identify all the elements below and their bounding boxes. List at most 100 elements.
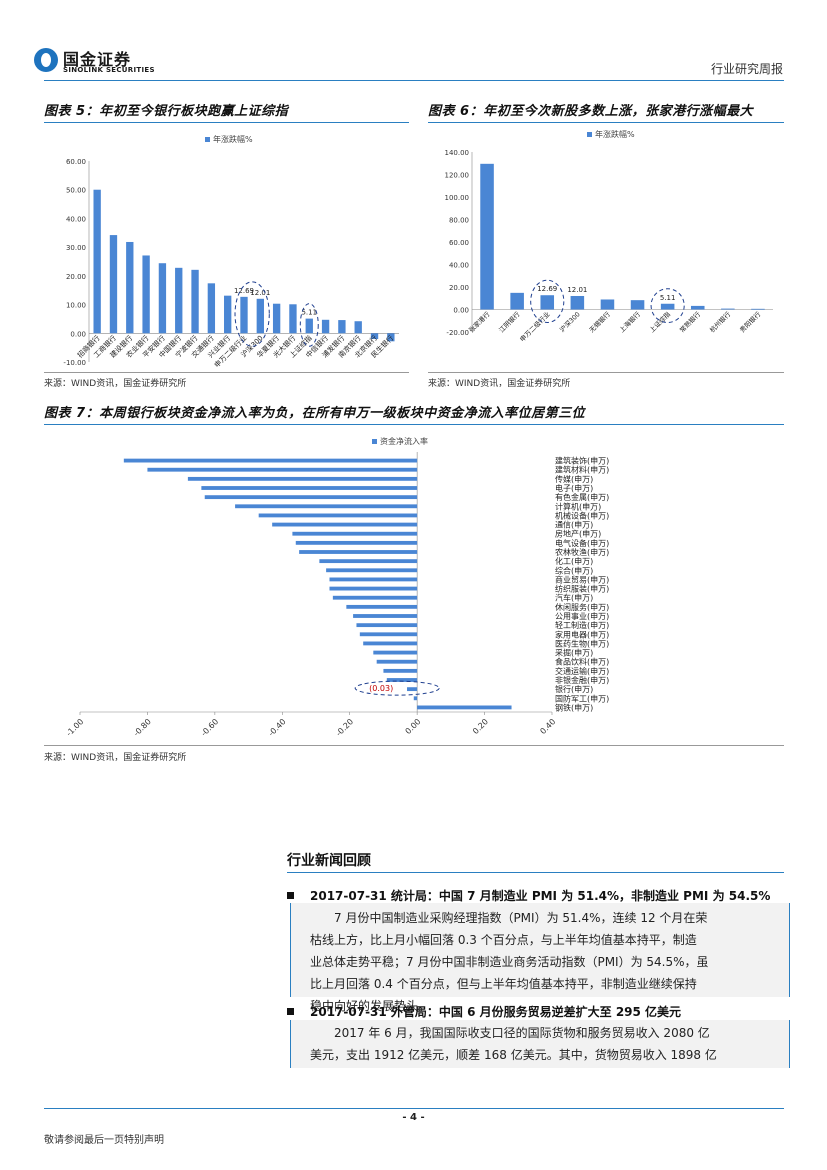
bullet-icon: [287, 892, 294, 899]
x-tick-label: -0.40: [267, 717, 288, 738]
highlight-circle: [299, 303, 319, 347]
category-label: 通信(申万): [555, 520, 593, 530]
news-1-line: 7 月份中国制造业采购经理指数（PMI）为 51.4%，连续 12 个月在荣: [334, 911, 708, 925]
x-tick-label: -0.60: [199, 717, 220, 738]
category-label: 上证综指: [647, 309, 672, 334]
category-label: 张家港行: [467, 309, 492, 334]
highlight-circle: [234, 281, 270, 347]
bar: [109, 235, 118, 334]
fig6-chart: -20.00 0.00 20.00 40.00 60.00 80.00 100.00 120.…: [445, 149, 773, 343]
bar: [721, 308, 735, 310]
logo-icon: [34, 48, 58, 72]
bar: [332, 595, 418, 600]
bar: [142, 255, 150, 334]
bar: [480, 163, 494, 310]
header-rule: [44, 80, 784, 81]
highlight-circle: [354, 680, 440, 696]
bar: [295, 540, 418, 545]
bar: [329, 586, 418, 591]
x-tick-label: 0.00: [404, 717, 423, 736]
y-tick-label: 140.00: [445, 149, 470, 157]
data-label: 12.01: [250, 289, 270, 297]
category-label: 医药生物(申万): [555, 638, 609, 648]
category-label: 江阴银行: [497, 309, 522, 334]
category-label: 商业贸易(申万): [555, 574, 609, 584]
bar: [630, 300, 645, 310]
highlight-label: (0.03): [369, 684, 393, 693]
y-tick-label: 20.00: [449, 284, 469, 292]
news-box-2: [290, 1020, 790, 1068]
category-label: 化工(申万): [555, 556, 593, 566]
bar: [329, 577, 418, 582]
fig5-chart: -10.00 0.00 10.00 20.00 30.00 40.00 50.00 60.00…: [63, 158, 399, 369]
y-tick-label: 30.00: [66, 244, 86, 252]
category-label: 传媒(申万): [555, 474, 593, 484]
legend-swatch: [587, 132, 592, 137]
bar: [305, 318, 313, 334]
data-label: 12.01: [567, 286, 587, 294]
y-tick-label: 50.00: [66, 187, 86, 195]
y-tick-label: 60.00: [449, 239, 469, 247]
category-label: 休闲服务(申万): [555, 602, 609, 612]
bar: [292, 531, 418, 536]
bar: [338, 320, 346, 334]
bar: [256, 298, 264, 334]
fig7-legend: 资金净流入率: [372, 436, 428, 447]
highlight-circle: [530, 279, 565, 324]
fig7-chart: -1.00 -0.80 -0.60 -0.40 -0.20 0.00 0.20 0.40 建筑装…: [64, 452, 609, 738]
fig5-rule: [44, 122, 409, 123]
bar: [354, 321, 362, 334]
category-label: 无锡银行: [587, 309, 612, 334]
bar: [158, 263, 167, 334]
bar: [272, 303, 281, 334]
x-tick-label: 0.40: [538, 717, 557, 736]
fig5-title: 图表 5：年初至今银行板块跑赢上证综指: [44, 104, 289, 119]
news-headline-1: 2017-07-31 统计局：中国 7 月制造业 PMI 为 51.4%，非制造…: [287, 887, 770, 904]
bar: [319, 559, 418, 564]
fig7-bottom-rule: [44, 745, 784, 746]
news-box-1: [290, 903, 790, 997]
category-label: 建筑装饰(申万): [555, 456, 609, 466]
y-tick-label: 20.00: [66, 273, 86, 281]
fig7-legend-label: 资金净流入率: [380, 437, 428, 446]
category-label: 公用事业(申万): [555, 611, 609, 621]
bar: [175, 267, 183, 334]
bar: [387, 333, 395, 342]
bar: [201, 486, 418, 490]
bullet-icon: [287, 1008, 294, 1015]
bar: [407, 687, 418, 692]
y-tick-label: 120.00: [445, 172, 470, 180]
y-tick-label: 0.00: [453, 307, 469, 315]
news-1-line: 业总体走势平稳；7 月份中国非制造业商务活动指数（PMI）为 54.5%，虽: [310, 955, 709, 969]
bar: [370, 333, 379, 340]
category-label: 食品饮料(申万): [555, 657, 609, 667]
category-label: 贵阳银行: [738, 309, 763, 334]
category-label: 杭州银行: [708, 309, 733, 334]
category-label: 有色金属(申万): [555, 492, 609, 502]
category-label: 建筑材料(申万): [555, 465, 609, 475]
news-headline-2-text: 2017-07-31 外管局：中国 6 月份服务贸易逆差扩大至 295 亿美元: [310, 1005, 682, 1019]
bar: [570, 295, 585, 310]
x-tick-label: -0.20: [334, 717, 355, 738]
bar: [191, 269, 199, 334]
bar: [240, 296, 248, 334]
logo-text-en: SINOLINK SECURITIES: [63, 66, 155, 74]
y-tick-label: 40.00: [66, 215, 86, 223]
category-label: 纺织服装(申万): [555, 584, 609, 594]
bar: [258, 513, 418, 518]
category-label: 常熟银行: [677, 309, 702, 334]
category-label: 沪深300: [557, 310, 581, 334]
news-section-title: 行业新闻回顾: [287, 853, 371, 869]
news-1-line: 枯线上方，比上月小幅回落 0.3 个百分点，与上半年均值基本持平，制造: [310, 933, 697, 947]
bar: [289, 304, 297, 334]
category-label: 非银金融(申万): [555, 675, 609, 685]
category-label: 钢铁(申万): [555, 702, 593, 712]
y-tick-label: 60.00: [66, 158, 86, 166]
y-tick-label: 0.00: [70, 330, 86, 338]
bar: [376, 659, 418, 664]
category-label: 综合(申万): [555, 565, 593, 575]
bar: [660, 303, 675, 310]
category-label: 汽车(申万): [555, 593, 593, 603]
fig6-legend: 年涨跌幅%: [587, 129, 635, 140]
category-label: 采掘(申万): [555, 648, 593, 658]
